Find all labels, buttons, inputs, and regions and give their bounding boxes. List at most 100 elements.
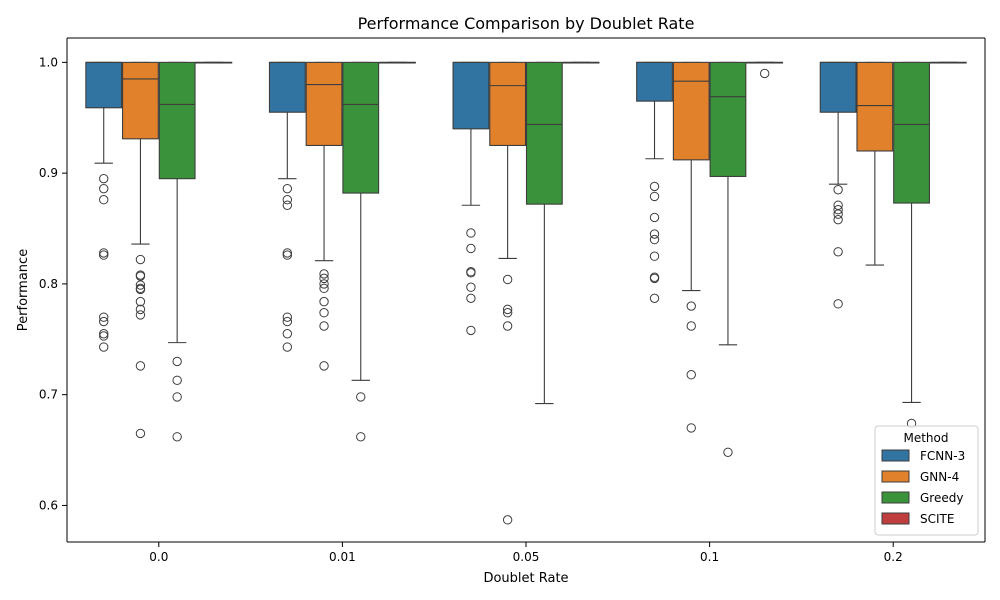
outlier-point [649,234,660,245]
legend-swatch [881,491,910,504]
outlier-point [466,325,476,336]
box-group [709,61,747,457]
box-rect [672,61,710,161]
legend-swatch [881,470,910,483]
outlier-point [833,204,843,215]
y-axis-label: Performance [16,249,31,331]
outlier-point [99,316,109,327]
outlier-point [282,329,293,339]
chart-title: Performance Comparison by Doublet Rate [358,14,695,33]
outlier-point [319,269,329,279]
outlier-point [135,296,146,307]
outlier-point [502,304,513,315]
outlier-point [649,181,660,192]
outlier-point [466,268,476,278]
outlier-point [833,185,843,195]
y-tick-label: 0.7 [39,388,58,402]
outlier-point [649,229,660,239]
outlier-point [99,250,109,260]
box-rect [893,61,930,204]
axes-layer: 0.0 0.01 0.05 0.1 0.2 0.6 0.7 0.8 0.9 1.0 [39,37,986,564]
outlier-point [319,321,329,331]
box-group [893,61,930,429]
x-tick-label: 0.0 [149,550,168,564]
outlier-point [686,423,696,433]
outlier-point [649,191,660,202]
legend-swatch [881,449,910,462]
outlier-point [99,342,109,352]
box-rect [636,61,673,102]
outlier-point [723,447,733,457]
outlier-point [466,282,476,292]
box-group [268,61,306,352]
outlier-point [135,254,146,265]
outlier-point [172,375,182,385]
box-group [342,61,380,442]
box-rect [525,61,563,205]
outlier-point [282,312,293,322]
legend-label: FCNN-3 [920,449,965,463]
outlier-point [686,301,696,311]
outlier-point [282,195,293,205]
box-rect [122,61,159,140]
outlier-point [466,228,476,238]
legend: Method FCNN-3 GNN-4 Greedy SCITE [874,425,979,536]
box-rect [342,61,380,194]
outlier-point [686,370,696,380]
outlier-point [282,316,293,327]
x-tick-label: 0.05 [513,550,540,564]
box-group [305,61,343,371]
outlier-point [99,331,109,341]
box-rect [452,61,490,130]
outlier-point [282,250,293,260]
outlier-point [99,312,109,322]
outlier-point [833,214,843,225]
box-rect [489,61,527,146]
box-rect [85,61,123,109]
outlier-point [649,293,660,304]
outlier-point [172,432,182,442]
outlier-point [172,356,182,367]
box-group [856,61,894,266]
outlier-point [502,321,513,331]
outlier-point [502,274,513,285]
legend-title: Method [903,431,948,445]
box-group [452,61,490,336]
outlier-point [99,195,109,205]
outlier-point [759,68,770,79]
outlier-point [502,308,513,318]
outlier-point [99,248,109,258]
box-rect [158,61,196,180]
outlier-point [466,293,476,304]
outlier-point [135,280,146,290]
outlier-point [649,251,660,261]
outlier-point [833,247,843,257]
legend-label: GNN-4 [920,470,959,484]
outlier-point [319,296,329,307]
y-tick-label: 0.8 [39,277,58,291]
outlier-point [356,392,366,402]
outlier-point [282,200,293,210]
outlier-point [319,308,329,318]
outlier-point [319,279,329,289]
box-group [929,61,967,64]
box-rect [268,61,306,113]
outlier-point [466,243,476,254]
outlier-point [135,361,146,371]
box-group [195,61,233,64]
box-group [819,61,857,309]
box-group [562,61,600,64]
legend-label: Greedy [920,491,963,505]
x-tick-label: 0.2 [884,550,903,564]
outlier-point [319,283,329,294]
outlier-point [502,515,513,525]
legend-swatch [881,512,910,525]
outlier-point [135,428,146,439]
outlier-point [282,183,293,194]
box-group [489,61,527,525]
outlier-point [99,173,109,184]
box-rect [819,61,857,113]
outlier-point [833,209,843,219]
x-tick-label: 0.1 [700,550,719,564]
